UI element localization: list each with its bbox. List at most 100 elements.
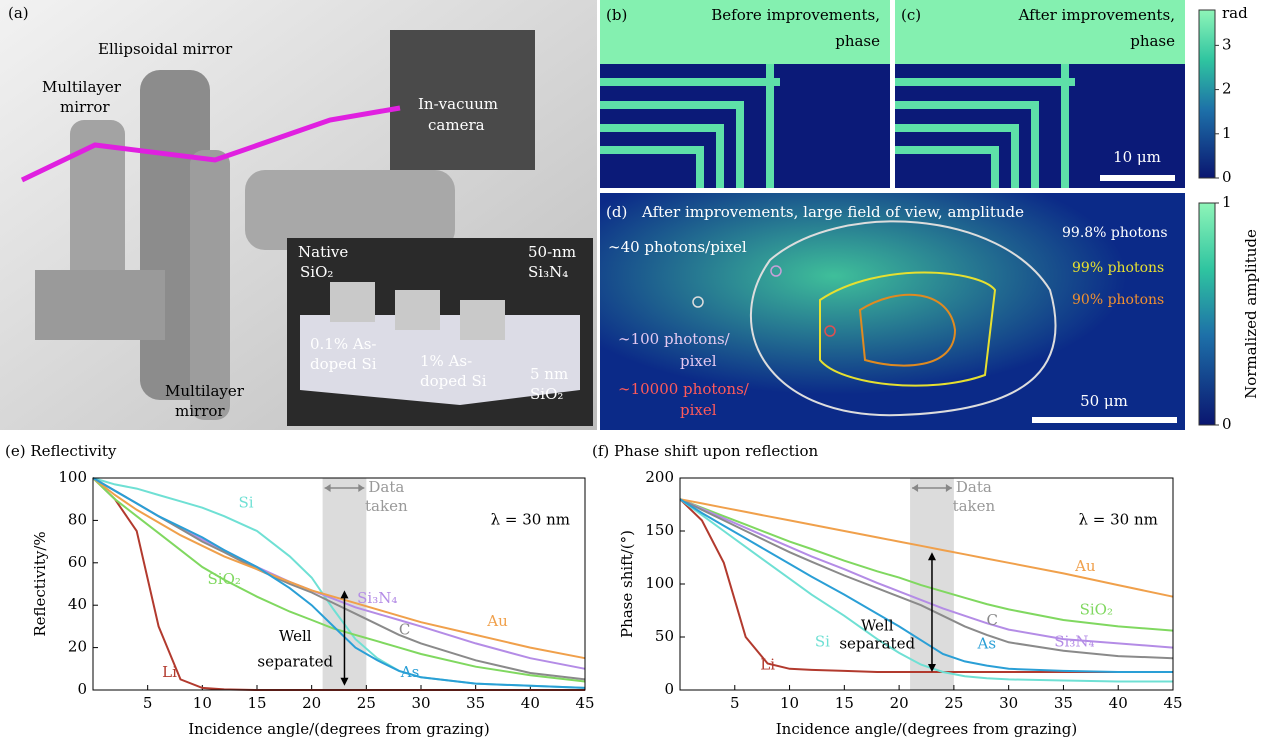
colorbar-tick-label: 2 [1222,80,1232,98]
colorbar-unit: rad [1222,4,1248,22]
series-label: Si [815,632,830,650]
span-label: Data [368,478,404,496]
panel-d: (d) After improvements, large field of v… [600,193,1185,430]
scale-bar [1032,417,1177,423]
panel-label: (c) [901,6,921,24]
y-axis-label: Phase shift/(°) [618,530,636,638]
phase-image-lines [600,64,780,188]
colorbar-tick-label: 0 [1222,415,1232,433]
substrate [300,315,580,405]
phase-image-region [600,0,890,64]
series-line [679,498,1174,598]
amplitude-colorbar [1198,202,1216,426]
panel-b: (b) Before improvements, phase [600,0,890,188]
colorbar-tick-label: 3 [1222,35,1232,53]
x-tick-label: 40 [1109,694,1128,712]
colorbar-label: Normalized amplitude [1242,229,1260,399]
scale-bar-label: 10 μm [1113,148,1161,166]
y-tick-label: 0 [77,680,87,698]
series-label: Si [239,493,254,511]
component-label: Multilayer [42,78,122,96]
series-line [92,477,586,689]
y-tick-label: 50 [655,627,674,645]
post [190,150,230,420]
pillar [460,300,505,340]
x-tick-label: 10 [193,694,212,712]
scale-bar-label: 50 μm [1080,392,1128,410]
series-line [92,477,586,660]
y-tick-label: 80 [68,510,87,528]
x-tick-label: 20 [890,694,909,712]
series-label: Au [486,612,508,630]
annotation: separated [839,634,915,652]
panel-title: phase [1130,32,1175,50]
component-label: mirror [175,402,225,420]
panel-label: (d) [606,203,627,221]
x-tick-label: 15 [835,694,854,712]
series-line [679,498,1173,673]
inset-label: 5 nm [530,365,568,383]
series-label: As [400,663,420,681]
panel-c: (c) After improvements, phase 10 μm [895,0,1185,188]
x-tick-label: 30 [411,694,430,712]
series-label: Li [760,656,775,674]
phase-colorbar [1198,9,1216,179]
sample-point [770,265,782,277]
camera [390,30,535,170]
series-label: C [986,611,997,629]
panel-a: (a) Ellipsoidal mirror Multilayer mirror… [0,0,597,430]
y-tick-label: 0 [664,680,674,698]
x-tick-label: 15 [247,694,266,712]
y-tick-label: 100 [58,468,87,486]
annotation: 90% photons [1072,292,1164,308]
series-label: C [399,621,410,639]
annotation: Well [861,616,894,634]
series-label: As [976,634,996,652]
x-tick-label: 45 [575,694,594,712]
pillar [330,282,375,322]
inset-label: Si₃N₄ [528,263,568,281]
x-tick-label: 35 [466,694,485,712]
x-tick-label: 10 [780,694,799,712]
sample-point [692,296,704,308]
series-label: Si₃N₄ [1054,632,1094,650]
y-tick-label: 40 [68,595,87,613]
component-label: Ellipsoidal mirror [98,40,233,58]
amplitude-image [600,193,1185,430]
contour-90 [858,293,957,367]
x-tick-label: 25 [944,694,963,712]
x-tick-label: 5 [143,694,153,712]
inset-label: SiO₂ [530,385,563,403]
y-tick-label: 150 [645,521,674,539]
annotation: 99% photons [1072,260,1164,276]
beam [20,105,401,183]
inset-label: 50-nm [528,243,576,261]
x-tick-label: 5 [730,694,740,712]
panel-title: After improvements, large field of view,… [641,203,1024,221]
component-label: Multilayer [165,382,245,400]
contour-99.8 [750,220,1057,417]
plot-frame [92,477,586,691]
y-tick-label: 100 [645,574,674,592]
contour-99 [819,271,997,387]
panel-label: (b) [606,6,627,24]
annotation: separated [257,652,333,670]
phase-image-region [895,0,1185,64]
inset-label: doped Si [310,355,377,373]
chart-title: (e) Reflectivity [5,442,117,460]
component-label: camera [428,116,485,134]
span-label: taken [365,497,408,515]
inset-label: 0.1% As- [310,335,376,353]
series-line [679,498,1174,632]
series-label: SiO₂ [1080,601,1113,619]
annotation: ∼100 photons/ [618,330,731,348]
colorbar-tick-label: 0 [1222,168,1232,186]
series-label: Li [162,663,177,681]
x-tick-label: 20 [302,694,321,712]
series-label: Si₃N₄ [357,589,397,607]
series-line [679,498,1174,649]
series-line [679,498,1173,683]
span-label: taken [953,497,996,515]
inset-label: SiO₂ [300,263,333,281]
